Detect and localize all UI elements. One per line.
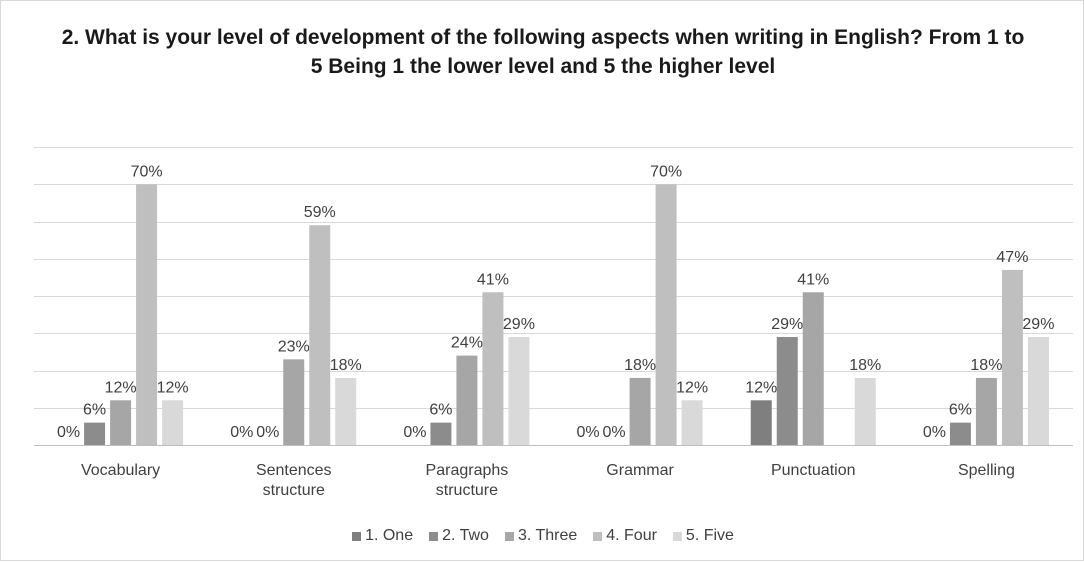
- legend-swatch: [429, 531, 439, 541]
- legend-label: 4. Four: [606, 527, 657, 544]
- bar: [1027, 336, 1049, 445]
- data-label: 70%: [650, 163, 682, 180]
- bar: [283, 359, 305, 445]
- data-label: 41%: [797, 271, 829, 288]
- data-label: 18%: [970, 357, 1002, 374]
- data-label: 6%: [83, 402, 106, 419]
- bar: [508, 336, 530, 445]
- bar: [681, 400, 703, 445]
- category-label: Spelling: [958, 462, 1015, 479]
- data-label: 24%: [451, 335, 483, 352]
- bar: [949, 422, 971, 445]
- data-label: 29%: [503, 316, 535, 333]
- category-label: Sentences structure: [256, 462, 332, 499]
- category-label: Paragraphs structure: [426, 462, 509, 499]
- bar: [482, 292, 504, 445]
- bar: [854, 377, 876, 445]
- legend-item: 4. Four: [593, 527, 657, 545]
- data-label: 12%: [676, 379, 708, 396]
- legend-swatch: [352, 531, 362, 541]
- data-label: 6%: [949, 402, 972, 419]
- bar: [309, 225, 331, 445]
- data-label: 18%: [849, 357, 881, 374]
- data-label: 12%: [157, 379, 189, 396]
- data-label: 0%: [603, 424, 626, 441]
- bar: [110, 400, 132, 445]
- legend-label: 3. Three: [517, 527, 578, 544]
- bar: [136, 184, 158, 445]
- legend-item: 2. Two: [429, 527, 489, 545]
- legend-item: 5. Five: [672, 527, 734, 545]
- legend-item: 3. Three: [504, 527, 578, 545]
- bar: [430, 422, 452, 445]
- category-label: Punctuation: [771, 462, 856, 479]
- data-label: 12%: [105, 379, 137, 396]
- bar: [1001, 269, 1023, 445]
- bar: [456, 355, 478, 445]
- legend-item: 1. One: [352, 527, 413, 545]
- data-label: 29%: [771, 316, 803, 333]
- data-label: 47%: [996, 249, 1028, 266]
- data-label: 41%: [477, 271, 509, 288]
- bar: [162, 400, 184, 445]
- data-label: 0%: [403, 424, 426, 441]
- data-label: 18%: [330, 357, 362, 374]
- legend-swatch: [593, 531, 603, 541]
- data-label: 0%: [923, 424, 946, 441]
- chart-title: 2. What is your level of development of …: [61, 26, 1025, 78]
- chart-legend: 1. One 2. Two 3. Three 4. Four 5. Five: [1, 524, 1084, 548]
- legend-swatch: [504, 531, 514, 541]
- category-label: Vocabulary: [81, 462, 160, 479]
- data-label: 70%: [131, 163, 163, 180]
- bar: [802, 292, 824, 445]
- data-label: 0%: [256, 424, 279, 441]
- data-label: 0%: [577, 424, 600, 441]
- bar: [655, 184, 677, 445]
- bar: [776, 336, 798, 445]
- data-label: 0%: [230, 424, 253, 441]
- bar: [84, 422, 106, 445]
- legend-label: 2. Two: [442, 527, 489, 544]
- data-label: 23%: [278, 338, 310, 355]
- data-label: 0%: [57, 424, 80, 441]
- bar: [629, 377, 651, 445]
- data-label: 18%: [624, 357, 656, 374]
- category-label: Grammar: [606, 462, 674, 479]
- data-label: 6%: [429, 402, 452, 419]
- bar: [975, 377, 997, 445]
- bar: [750, 400, 772, 445]
- bar: [335, 377, 357, 445]
- legend-label: 1. One: [365, 527, 414, 544]
- data-label: 12%: [745, 379, 777, 396]
- data-label: 29%: [1022, 316, 1054, 333]
- data-label: 59%: [304, 204, 336, 221]
- legend-label: 5. Five: [685, 527, 734, 544]
- legend-swatch: [672, 531, 682, 541]
